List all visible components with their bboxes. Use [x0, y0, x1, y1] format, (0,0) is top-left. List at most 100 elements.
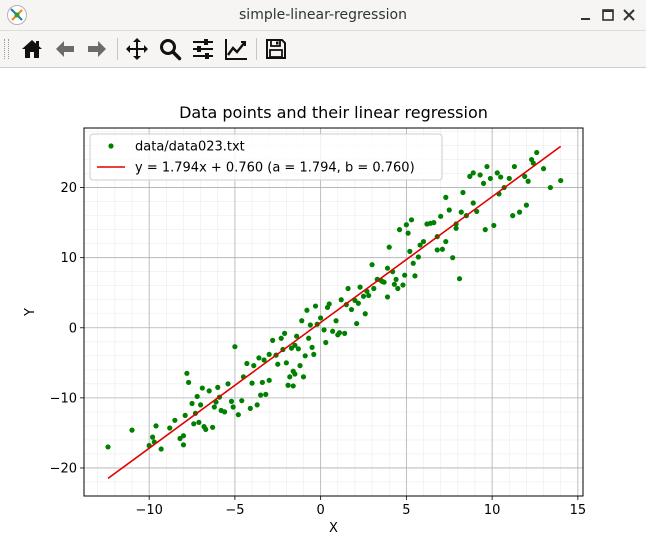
data-point [395, 285, 401, 292]
data-point [336, 330, 343, 336]
legend-label-line: y = 1.794x + 0.760 (a = 1.794, b = 0.760… [135, 161, 415, 176]
arrow-left-icon [56, 41, 74, 57]
data-point [362, 311, 368, 317]
data-point [525, 178, 531, 184]
data-point [182, 412, 188, 418]
data-point [498, 174, 504, 180]
data-point [338, 297, 344, 303]
data-point [210, 424, 216, 430]
data-point [306, 335, 312, 341]
data-point [198, 402, 204, 408]
axes-button[interactable] [222, 35, 250, 63]
data-point [232, 344, 238, 350]
data-point [407, 248, 413, 254]
data-point [482, 227, 488, 233]
line-chart-icon [225, 39, 247, 60]
window-title: simple-linear-regression [239, 7, 407, 23]
data-point [194, 393, 200, 400]
y-tick-label: −10 [50, 391, 77, 406]
data-point [177, 435, 183, 442]
data-point [318, 315, 324, 321]
data-point [360, 293, 367, 299]
data-point [299, 318, 305, 324]
forward-button[interactable] [83, 35, 111, 63]
data-point [371, 285, 377, 292]
data-point [431, 220, 437, 226]
data-point [355, 300, 361, 306]
data-point [396, 227, 403, 233]
data-point [254, 402, 260, 408]
data-point [206, 388, 212, 394]
data-point [558, 177, 564, 184]
y-tick-label: −20 [50, 461, 77, 476]
data-point [309, 344, 315, 350]
data-point [321, 327, 327, 333]
figure-canvas[interactable]: −10 −5 0 5 10 15 −20 −10 0 10 20 Data points and t… [0, 68, 646, 552]
data-point [417, 242, 423, 248]
x-tick-label: 5 [402, 503, 410, 518]
data-point [477, 172, 483, 178]
data-point [259, 379, 265, 386]
save-button[interactable] [262, 35, 290, 63]
sliders-icon [193, 39, 213, 59]
data-point [105, 444, 111, 450]
data-point [228, 398, 235, 404]
data-point [180, 442, 187, 448]
data-point [391, 281, 397, 287]
data-point [438, 213, 444, 219]
data-point [282, 330, 288, 336]
subplots-button[interactable] [189, 35, 217, 63]
data-point [384, 265, 391, 271]
data-point [311, 351, 317, 358]
data-point [290, 383, 296, 389]
data-point [470, 200, 476, 206]
data-point [129, 427, 135, 433]
data-point [288, 345, 295, 351]
data-point [506, 175, 512, 182]
y-tick-label: 10 [60, 251, 77, 266]
data-point [167, 425, 173, 431]
data-point [470, 170, 476, 176]
data-point [294, 333, 300, 339]
legend-box [89, 133, 443, 181]
close-icon[interactable] [619, 5, 639, 25]
zoom-button[interactable] [156, 35, 184, 63]
data-point [258, 392, 264, 398]
data-point [249, 380, 255, 386]
regression-line [107, 145, 562, 480]
data-point [384, 294, 391, 300]
axes-frame [83, 127, 584, 497]
home-button[interactable] [18, 35, 46, 63]
move-icon [126, 38, 148, 60]
data-point [491, 222, 497, 229]
pan-button[interactable] [123, 35, 151, 63]
legend: data/data023.txt y = 1.794x + 0.760 (a =… [89, 133, 443, 181]
data-point [342, 330, 348, 336]
data-point [180, 433, 187, 439]
data-point [386, 244, 392, 250]
data-point [420, 238, 427, 245]
minimize-icon[interactable] [576, 5, 596, 25]
data-point [530, 160, 536, 166]
toolbar-separator [117, 38, 118, 60]
axis-ticks: −10 −5 0 5 10 15 −20 −10 0 10 20 [50, 181, 587, 518]
data-point [393, 276, 399, 283]
back-button[interactable] [51, 35, 79, 63]
data-point [283, 360, 289, 366]
home-icon [22, 40, 42, 58]
data-point [222, 409, 228, 415]
x-tick-label: 15 [570, 503, 587, 518]
data-point [184, 370, 190, 376]
data-point [456, 276, 463, 282]
data-point [285, 382, 291, 388]
data-point [324, 304, 331, 311]
data-point [354, 320, 360, 327]
data-point [199, 385, 205, 391]
data-point [230, 404, 236, 410]
maximize-icon[interactable] [598, 5, 618, 25]
data-point [400, 282, 406, 288]
data-point [434, 247, 440, 253]
data-point [410, 260, 416, 266]
data-point [158, 446, 164, 452]
data-point [191, 421, 197, 427]
